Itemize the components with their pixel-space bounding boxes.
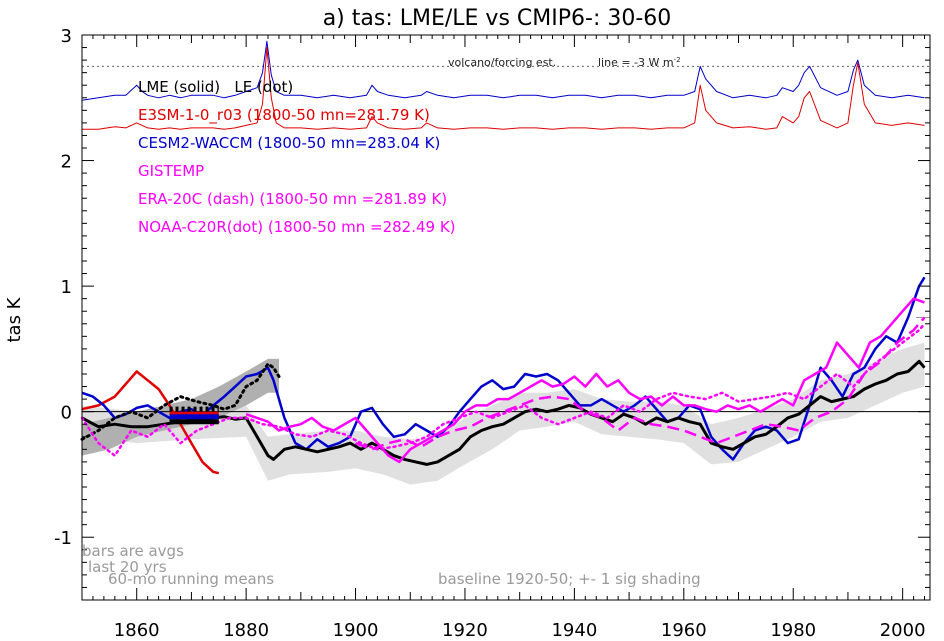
x-ticks: 1860 1880 1900 1920 1940 1960 1980 2000 [81, 35, 926, 641]
x-tick-label: 1920 [442, 620, 488, 641]
x-tick-label: 1900 [333, 620, 379, 641]
legend-entry-cesm2: CESM2-WACCM (1800-50 mn=283.04 K) [138, 134, 440, 152]
y-tick-label: 2 [61, 152, 72, 173]
legend-header: LME (solid) LE (dot) [138, 78, 293, 96]
baseline-note: baseline 1920-50; +- 1 sig shading [438, 570, 701, 588]
bars-note-line2: last 20 yrs [88, 558, 167, 576]
series-gistemp [245, 297, 925, 464]
y-tick-label: 0 [61, 403, 72, 424]
series-le-ensemble-dot [80, 362, 281, 441]
series-cesm2-waccm [81, 276, 926, 461]
legend-entry-gistemp: GISTEMP [138, 162, 204, 180]
legend-entry-e3sm: E3SM-1-0_r03 (1800-50 mn=281.79 K) [138, 106, 430, 125]
y-tick-label: 3 [61, 26, 72, 47]
series-volcano-forcing-est-blue [81, 40, 925, 101]
forcing-line-sup: -2 [674, 56, 681, 64]
series-volcano-forcing-est-red [82, 47, 925, 130]
series-era-20c [355, 316, 926, 451]
x-tick-label: 1960 [661, 620, 707, 641]
x-tick-label: 1860 [114, 620, 160, 641]
legend-entry-era20c: ERA-20C (dash) (1800-50 mn =281.89 K) [138, 190, 447, 208]
legend-entry-noaa: NOAA-C20R(dot) (1800-50 mn =282.49 K) [138, 218, 456, 236]
y-ticks: -1 0 1 2 3 [54, 26, 930, 601]
series-noaa-c20r [80, 322, 926, 457]
volcano-annotation: volcano/forcing est. [448, 56, 556, 69]
series-e3sm-1-0-r03 [81, 370, 220, 475]
bars-note-line1: bars are avgs [82, 542, 184, 560]
x-tick-label: 1880 [223, 620, 269, 641]
y-tick-label: -1 [54, 528, 72, 549]
running-means-note: 60-mo running means [108, 570, 274, 588]
y-tick-label: 1 [61, 277, 72, 298]
y-axis-label: tas K [4, 296, 25, 342]
axes [81, 34, 931, 601]
x-tick-label: 1940 [551, 620, 597, 641]
plot-frame [81, 34, 931, 601]
x-tick-label: 1980 [770, 620, 816, 641]
legend: LME (solid) LE (dot) E3SM-1-0_r03 (1800-… [138, 78, 456, 236]
x-tick-label: 2000 [880, 620, 926, 641]
forcing-line-annotation: line = -3 W m-2 [598, 56, 681, 69]
forcing-line-text: line = -3 W m [598, 56, 674, 69]
series-layer [80, 40, 926, 475]
average-bars [169, 406, 219, 425]
chart-title: a) tas: LME/LE vs CMIP6-: 30-60 [323, 6, 672, 31]
series-lme-le-ensemble-mean [81, 359, 926, 466]
